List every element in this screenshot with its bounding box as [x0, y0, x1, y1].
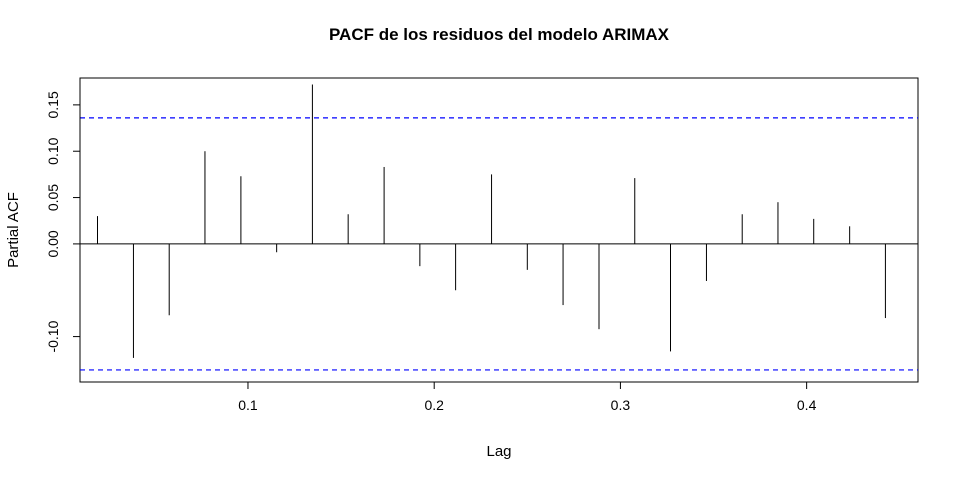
x-tick-label: 0.1: [238, 397, 258, 413]
y-tick-label: 0.05: [45, 184, 61, 211]
y-axis-label: Partial ACF: [5, 192, 22, 268]
y-tick-label: -0.10: [45, 320, 61, 352]
chart-title: PACF de los residuos del modelo ARIMAX: [329, 25, 670, 44]
y-tick-label: 0.00: [45, 230, 61, 257]
y-tick-label: 0.10: [45, 137, 61, 164]
y-tick-label: 0.15: [45, 91, 61, 118]
x-axis-label: Lag: [486, 443, 511, 460]
plot-area: 0.1 0.2 0.3 0.4 -0.10 0.00 0.05 0.10 0.15: [45, 77, 919, 413]
x-tick-label: 0.3: [611, 397, 631, 413]
x-tick-label: 0.4: [797, 397, 817, 413]
x-tick-label: 0.2: [424, 397, 444, 413]
plot-frame: [79, 77, 919, 383]
